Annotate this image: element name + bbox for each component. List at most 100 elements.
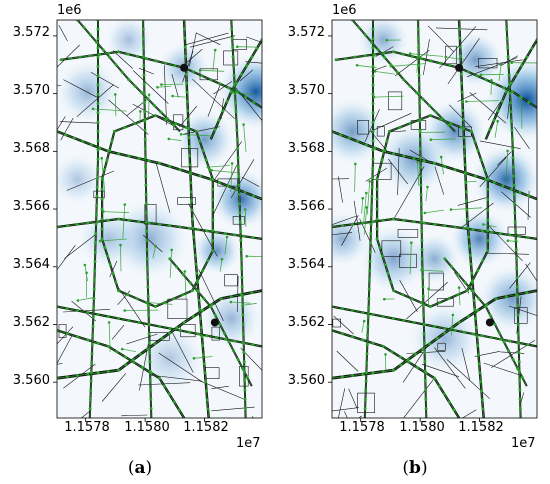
y-tick-label: 3.572 <box>12 25 50 40</box>
y-tick-label: 3.564 <box>12 257 50 272</box>
building-block <box>93 190 105 199</box>
local-street <box>109 260 118 278</box>
x-tick-label: 1.1580 <box>124 420 170 435</box>
sensor-link <box>246 255 262 258</box>
local-street <box>112 50 133 69</box>
sensor-link <box>230 20 246 418</box>
sensor-link <box>416 44 420 73</box>
sensor-link <box>357 64 377 69</box>
local-street <box>138 67 154 75</box>
y-tick-label: 3.560 <box>287 373 325 388</box>
local-street <box>448 104 473 129</box>
sensor-link <box>169 249 173 278</box>
sensor-link <box>152 246 156 259</box>
local-street <box>63 79 98 98</box>
sensor-link <box>57 290 262 379</box>
sensor-link <box>57 218 262 240</box>
local-street <box>447 38 480 85</box>
sensor-dot <box>361 196 364 200</box>
junction-node <box>485 318 494 327</box>
sensor-link <box>465 181 477 183</box>
local-street <box>239 69 254 82</box>
local-street <box>434 347 466 389</box>
junction-node <box>455 63 464 72</box>
x-tick-label: 1.1578 <box>339 420 385 435</box>
local-street <box>172 332 194 373</box>
heat-blob <box>447 31 504 88</box>
local-street <box>189 35 236 48</box>
local-street <box>496 151 512 166</box>
y-tick-label: 3.564 <box>287 257 325 272</box>
building-block <box>167 298 188 320</box>
local-street <box>57 363 63 365</box>
sensor-link <box>100 238 127 242</box>
heat-blob <box>217 53 262 130</box>
sensor-link <box>169 258 253 387</box>
sensor-link <box>485 39 537 140</box>
sensor-link <box>210 39 262 140</box>
sensor-link <box>224 236 228 255</box>
heat-blob <box>174 109 235 170</box>
local-street <box>245 36 262 43</box>
y-tick-label: 3.572 <box>287 25 325 40</box>
sensor-link <box>445 56 464 61</box>
sensor-link <box>232 91 254 96</box>
sensor-dot <box>383 297 386 301</box>
sensor-link <box>366 313 369 332</box>
sensor-dot <box>365 206 368 209</box>
local-street <box>164 65 167 125</box>
sensor-link <box>352 20 456 132</box>
local-street <box>434 166 445 195</box>
sensor-link <box>103 211 130 213</box>
sensor-link <box>466 100 500 102</box>
sensor-link <box>114 94 117 117</box>
local-street <box>338 388 346 418</box>
local-street <box>111 325 125 340</box>
sensor-link <box>483 224 497 228</box>
sensor-dot <box>355 64 359 67</box>
sensor-link <box>430 138 456 141</box>
sensor-link <box>373 95 404 98</box>
sensor-link <box>77 20 181 132</box>
y-tick-label: 3.570 <box>287 83 325 98</box>
building-block <box>376 126 385 137</box>
local-street <box>501 191 531 218</box>
local-street <box>126 333 158 345</box>
local-street <box>332 178 350 180</box>
local-street <box>90 71 120 89</box>
sensor-dot <box>245 254 248 258</box>
y-tick-label: 3.566 <box>287 199 325 214</box>
sensor-link <box>57 131 262 200</box>
sensor-dot <box>91 107 95 111</box>
local-street <box>461 348 471 382</box>
building-block <box>224 274 238 287</box>
sensor-link <box>421 269 444 272</box>
local-street <box>108 99 149 135</box>
sensor-link <box>458 287 461 306</box>
local-street <box>64 233 98 259</box>
local-street <box>59 121 97 124</box>
sensor-link <box>183 20 210 418</box>
local-street <box>171 74 179 98</box>
heat-blob <box>332 210 371 267</box>
sensor-link <box>417 20 427 418</box>
sensor-dot <box>373 70 377 73</box>
building-block <box>223 50 239 66</box>
local-street <box>184 32 229 46</box>
local-street <box>60 117 74 141</box>
sensor-link <box>507 240 519 243</box>
building-block <box>357 120 369 135</box>
sensor-link <box>230 163 233 192</box>
local-street <box>230 159 255 199</box>
local-street <box>435 27 488 31</box>
local-street <box>80 410 91 418</box>
sensor-link <box>243 124 247 152</box>
sensor-link <box>505 150 508 185</box>
local-street <box>57 335 73 365</box>
sensor-link <box>424 209 444 214</box>
local-street <box>525 263 537 282</box>
local-street <box>58 24 68 42</box>
local-street <box>101 373 127 402</box>
sensor-link <box>101 158 106 191</box>
local-street <box>338 176 343 203</box>
